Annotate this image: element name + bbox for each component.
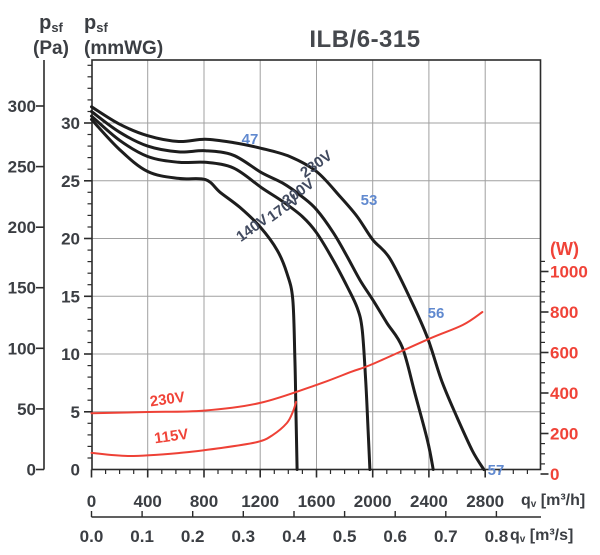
power-tick-label: 600 (550, 344, 578, 363)
curve-label-230v: 230V (149, 389, 186, 411)
curve-power-230V (90, 311, 484, 415)
mmwg-axis-unit-label: psf (mmWG) (84, 12, 164, 60)
flow-h-tick-label: 800 (190, 492, 218, 511)
pa-axis: 0 50 100 150 200 250 300 (8, 60, 45, 480)
flow-h-axis-unit-label: qv [m³/h] (521, 492, 585, 510)
mmwg-tick-label: 5 (71, 403, 80, 422)
curves (90, 105, 486, 471)
flow-h-symbol-sub: v (530, 499, 537, 510)
chart-title: ILB/6-315 (309, 26, 421, 53)
flow-s-axis: 0.0 0.1 0.2 0.3 0.4 0.5 0.6 0.7 0.8 (80, 511, 541, 546)
flow-s-tick-label: 0.2 (181, 527, 205, 546)
mmwg-tick-label: 25 (61, 172, 80, 191)
sound-level-53: 53 (361, 192, 378, 209)
flow-s-tick-label: 0.4 (282, 527, 306, 546)
flow-h-tick-label: 2400 (410, 492, 448, 511)
flow-h-tick-label: 0 (87, 492, 96, 511)
power-tick-label: 0 (550, 465, 559, 484)
mmwg-axis-symbol: p (84, 12, 97, 34)
curve-label-140v: 140V (233, 211, 271, 245)
power-tick-label: 800 (550, 303, 578, 322)
pa-axis-unit-label: psf (Pa) (28, 12, 74, 60)
curve-pressure-140V (90, 118, 299, 471)
flow-s-unit: [m³/s] (529, 527, 574, 544)
flow-s-symbol: q (510, 527, 520, 544)
mmwg-axis: 0 5 10 15 20 25 30 (61, 64, 92, 480)
mmwg-axis-unit: (mmWG) (84, 38, 164, 59)
curve-pressure-230V (90, 105, 486, 471)
pa-tick-label: 300 (8, 97, 36, 116)
power-tick-label: 400 (550, 384, 578, 403)
sound-level-56: 56 (428, 305, 445, 322)
mmwg-axis-symbol-sub: sf (96, 20, 108, 35)
curve-power-115V (90, 400, 298, 457)
pa-tick-label: 250 (8, 158, 36, 177)
pa-tick-label: 150 (8, 279, 36, 298)
mmwg-tick-label: 20 (61, 230, 80, 249)
sound-level-47: 47 (242, 131, 259, 148)
pa-tick-label: 0 (27, 461, 36, 480)
mmwg-tick-label: 15 (61, 287, 80, 306)
flow-h-tick-label: 1200 (241, 492, 279, 511)
mmwg-tick-label: 10 (61, 345, 80, 364)
curve-pressure-170V (90, 114, 372, 471)
flow-s-tick-label: 0.1 (130, 527, 154, 546)
pa-tick-label: 100 (8, 339, 36, 358)
power-tick-label: 200 (550, 425, 578, 444)
flow-h-tick-label: 2000 (354, 492, 392, 511)
flow-s-tick-label: 0.8 (485, 527, 509, 546)
flow-s-tick-label: 0.3 (231, 527, 255, 546)
flow-s-tick-label: 0.0 (80, 527, 104, 546)
power-axis: 0 200 400 600 800 1000 (540, 260, 588, 484)
sound-level-57: 57 (488, 462, 505, 479)
flow-h-symbol: q (521, 492, 531, 509)
power-tick-label: 1000 (550, 263, 588, 282)
power-axis-unit-label: (W) (550, 239, 579, 259)
mmwg-tick-label: 30 (61, 114, 80, 133)
flow-h-axis: 0 400 800 1200 1600 2000 2400 2800 (87, 469, 529, 511)
curve-label-115v: 115V (153, 426, 189, 448)
sound-level-annotations: 47 53 56 57 (242, 131, 505, 479)
flow-s-axis-unit-label: qv [m³/s] (510, 527, 573, 545)
curve-pressure-200V (90, 110, 435, 471)
pa-axis-symbol-sub: sf (51, 20, 63, 35)
flow-h-tick-label: 2800 (466, 492, 504, 511)
pa-axis-unit: (Pa) (33, 38, 69, 59)
flow-s-tick-label: 0.6 (383, 527, 407, 546)
flow-h-tick-label: 400 (134, 492, 162, 511)
mmwg-tick-label: 0 (71, 461, 80, 480)
flow-s-symbol-sub: v (519, 534, 526, 545)
grid (92, 60, 541, 470)
pa-axis-symbol: p (39, 12, 52, 34)
pa-tick-label: 200 (8, 218, 36, 237)
pa-tick-label: 50 (17, 400, 36, 419)
flow-h-tick-label: 1600 (298, 492, 336, 511)
flow-h-unit: [m³/h] (540, 492, 586, 509)
flow-s-tick-label: 0.5 (333, 527, 357, 546)
flow-s-tick-label: 0.7 (434, 527, 458, 546)
